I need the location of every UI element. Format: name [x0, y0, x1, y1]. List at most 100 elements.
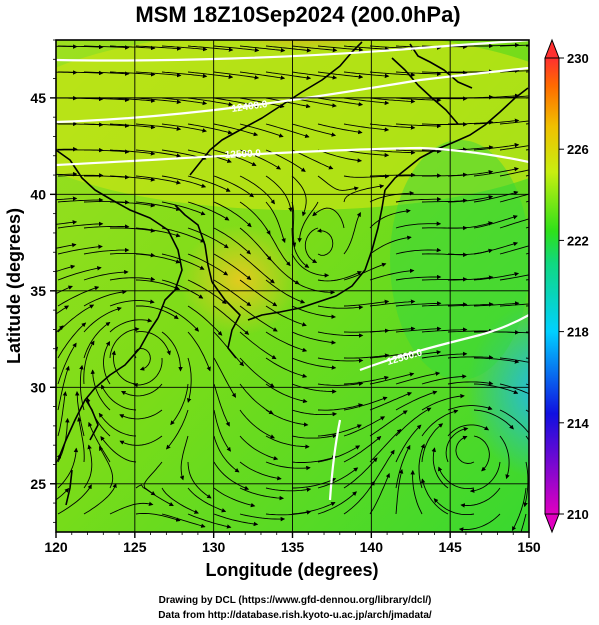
- streamline: [57, 244, 103, 255]
- streamline: [499, 70, 529, 73]
- streamline: [239, 149, 282, 170]
- streamline: [57, 365, 70, 411]
- streamline: [161, 71, 208, 79]
- x-tick-label: 120: [44, 539, 68, 555]
- streamline: [56, 196, 78, 201]
- contour-label: 12400.0: [231, 99, 269, 115]
- streamline: [109, 318, 153, 333]
- streamline: [57, 197, 104, 203]
- streamline: [369, 123, 416, 130]
- streamline: [239, 513, 286, 522]
- streamline: [161, 97, 208, 106]
- streamline: [143, 461, 163, 496]
- streamline: [213, 409, 231, 452]
- map-panel: 12400.0 12500.0 12500.0: [6, 39, 530, 533]
- streamline: [512, 487, 527, 532]
- credit-line-2: Data from http://database.rish.kyoto-u.a…: [158, 610, 432, 621]
- streamline: [317, 357, 364, 363]
- streamline: [421, 122, 468, 127]
- streamline: [98, 412, 137, 437]
- streamline: [56, 220, 78, 225]
- streamline: [213, 513, 259, 527]
- streamline: [213, 201, 252, 228]
- streamline: [83, 483, 117, 515]
- streamline: [473, 435, 490, 472]
- streamline: [312, 207, 345, 229]
- streamline: [56, 488, 70, 501]
- streamline: [57, 391, 68, 437]
- streamline: [265, 305, 307, 327]
- streamline: [90, 369, 111, 411]
- streamline: [395, 468, 404, 515]
- streamline: [187, 487, 227, 513]
- streamline: [57, 322, 87, 359]
- streamline: [369, 473, 390, 515]
- streamline: [213, 279, 252, 307]
- streamline: [369, 97, 416, 104]
- streamline: [317, 331, 364, 338]
- streamline: [213, 305, 250, 335]
- streamline: [239, 253, 275, 284]
- contour-line: [56, 146, 529, 167]
- streamline: [473, 241, 519, 255]
- streamline: [133, 357, 163, 388]
- streamline: [161, 45, 208, 52]
- streamline: [161, 123, 207, 133]
- streamline: [239, 435, 279, 461]
- streamline: [395, 301, 442, 307]
- streamline: [499, 274, 529, 281]
- streamline: [135, 227, 181, 238]
- streamline: [213, 383, 230, 427]
- streamline: [265, 331, 308, 352]
- streamline: [369, 428, 402, 463]
- streamline: [135, 279, 181, 291]
- streamline: [291, 123, 337, 137]
- streamline: [433, 498, 475, 516]
- colorbar-label: 222: [567, 233, 589, 248]
- streamline: [57, 285, 100, 307]
- streamline: [499, 331, 529, 334]
- streamline: [447, 169, 494, 177]
- streamline: [83, 71, 130, 76]
- x-tick-label: 140: [360, 539, 384, 555]
- streamline: [6, 493, 45, 514]
- streamline: [291, 455, 337, 463]
- streamline: [473, 383, 519, 394]
- streamline: [239, 487, 285, 501]
- streamline: [83, 224, 130, 229]
- streamline: [32, 424, 54, 463]
- streamline: [499, 435, 510, 480]
- streamline: [447, 424, 490, 437]
- streamline: [317, 149, 363, 163]
- streamline: [187, 331, 211, 372]
- streamline: [317, 424, 362, 437]
- colorbar-top-triangle: [544, 38, 560, 59]
- streamline: [291, 71, 338, 80]
- streamline: [395, 247, 442, 255]
- streamline: [499, 44, 529, 47]
- streamline: [291, 357, 337, 370]
- streamline: [56, 305, 70, 315]
- streamline: [187, 97, 234, 107]
- streamline: [317, 97, 364, 107]
- streamline: [57, 221, 104, 229]
- streamline: [187, 45, 234, 52]
- streamline: [135, 305, 179, 320]
- streamline: [343, 396, 388, 411]
- streamline: [213, 175, 254, 198]
- streamline: [520, 513, 527, 532]
- streamline: [369, 208, 411, 229]
- streamline: [187, 461, 212, 499]
- streamline: [291, 433, 338, 439]
- streamline: [291, 501, 336, 515]
- streamline: [121, 383, 163, 397]
- streamline: [317, 271, 362, 282]
- colorbar: 230 226 222 218 214 210: [544, 38, 589, 534]
- streamline: [395, 123, 442, 129]
- streamline: [265, 71, 312, 81]
- streamline: [56, 171, 78, 177]
- streamline: [473, 215, 518, 229]
- streamline: [343, 375, 389, 385]
- streamline: [57, 484, 92, 515]
- streamline: [109, 175, 156, 182]
